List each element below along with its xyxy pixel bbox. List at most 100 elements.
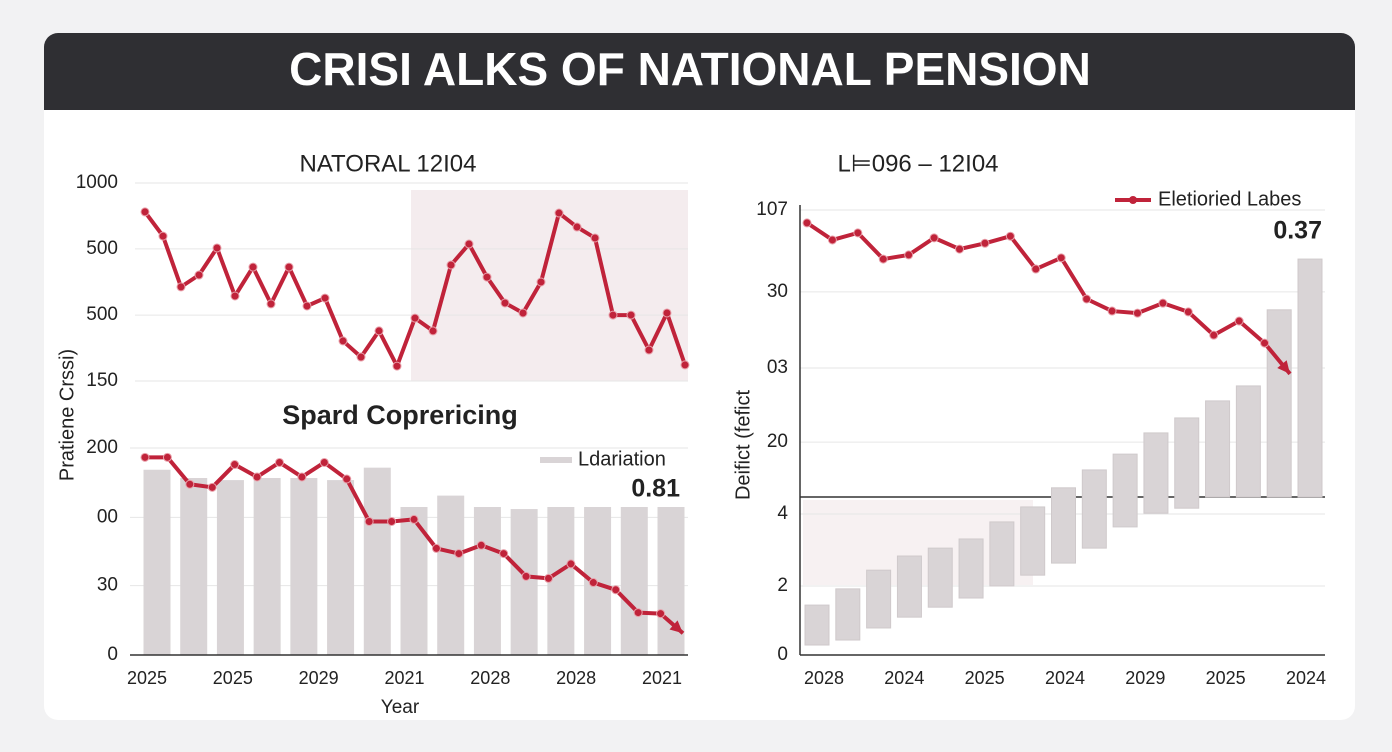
point [662,308,672,318]
point [611,585,621,595]
point [409,514,419,524]
x-tick-label: 2025 [213,668,253,688]
point [1209,330,1219,340]
annotation: 0.37 [1273,217,1322,245]
point [158,231,168,241]
point [176,282,186,292]
x-tick-label: 2024 [884,668,924,688]
bar [958,538,984,599]
point [374,326,384,336]
bar [1297,258,1323,498]
y-tick-label: 107 [756,199,788,220]
y-tick-label: 1000 [76,172,118,193]
point [338,336,348,346]
bar [1112,453,1138,528]
bar [989,521,1015,587]
point [626,310,636,320]
bar [180,478,208,655]
legend-label: Ldariation [578,448,666,470]
y-tick-label: 200 [86,437,118,458]
bar [473,506,501,655]
y-tick-label: 2 [777,575,788,596]
x-tick-label: 2024 [1286,668,1326,688]
point [392,361,402,371]
x-tick-label: 2024 [1045,668,1085,688]
bar [620,506,648,655]
point [387,516,397,526]
bar [143,469,171,655]
point [230,460,240,470]
point [454,549,464,559]
point [320,293,330,303]
y-tick-label: 500 [86,304,118,325]
point [428,326,438,336]
bar [927,547,953,608]
point [342,474,352,484]
bar [804,604,830,646]
y-tick-label: 0 [107,644,118,665]
point [499,549,509,559]
arrow-head [669,620,683,634]
bar [584,506,612,655]
header [44,33,1355,110]
bar [1051,487,1076,564]
point [521,571,531,581]
bar [216,480,244,655]
point [185,479,195,489]
point [853,228,863,238]
point [356,352,366,362]
point [207,482,217,492]
point [554,208,564,218]
x-tick-label: 2025 [1206,668,1246,688]
legend-label: Eletioried Labes [1158,188,1301,210]
point [410,313,420,323]
x-axis-label: Year [381,697,420,718]
point [1082,294,1092,304]
point [140,207,150,217]
point [1056,253,1066,263]
y-axis-label: Deifict (fefict [732,390,754,500]
point [194,270,204,280]
point [266,299,276,309]
point [1183,307,1193,317]
bar [1020,506,1046,576]
bar [290,478,318,655]
point [364,516,374,526]
chart-title: L⊨096 – 12I04 [837,150,998,177]
chart-title: Spard Coprericing [282,400,518,430]
point [1234,316,1244,326]
point [212,243,222,253]
bar [1143,432,1169,514]
highlight-region [411,190,688,381]
y-tick-label: 500 [86,238,118,259]
point [476,540,486,550]
bar [437,495,465,655]
point [482,272,492,282]
y-tick-label: 03 [767,357,788,378]
point [1005,231,1015,241]
y-tick-label: 150 [86,370,118,391]
bar [896,555,922,618]
arrow-head [1277,360,1290,374]
point [275,457,284,467]
point [929,233,939,243]
point [297,472,307,482]
point [162,452,172,462]
point [518,308,528,318]
legend-marker [1129,196,1137,204]
x-tick-label: 2021 [384,668,424,688]
point [980,238,990,248]
x-tick-label: 2025 [965,668,1005,688]
y-tick-label: 20 [767,431,788,452]
point [904,250,914,260]
bar [363,467,391,655]
point [140,452,150,462]
point [536,277,546,287]
point [284,262,294,272]
point [590,233,600,243]
y-axis-label: Pratiene Crssi) [56,349,78,481]
bar [1081,469,1107,549]
y-tick-label: 4 [777,503,788,524]
